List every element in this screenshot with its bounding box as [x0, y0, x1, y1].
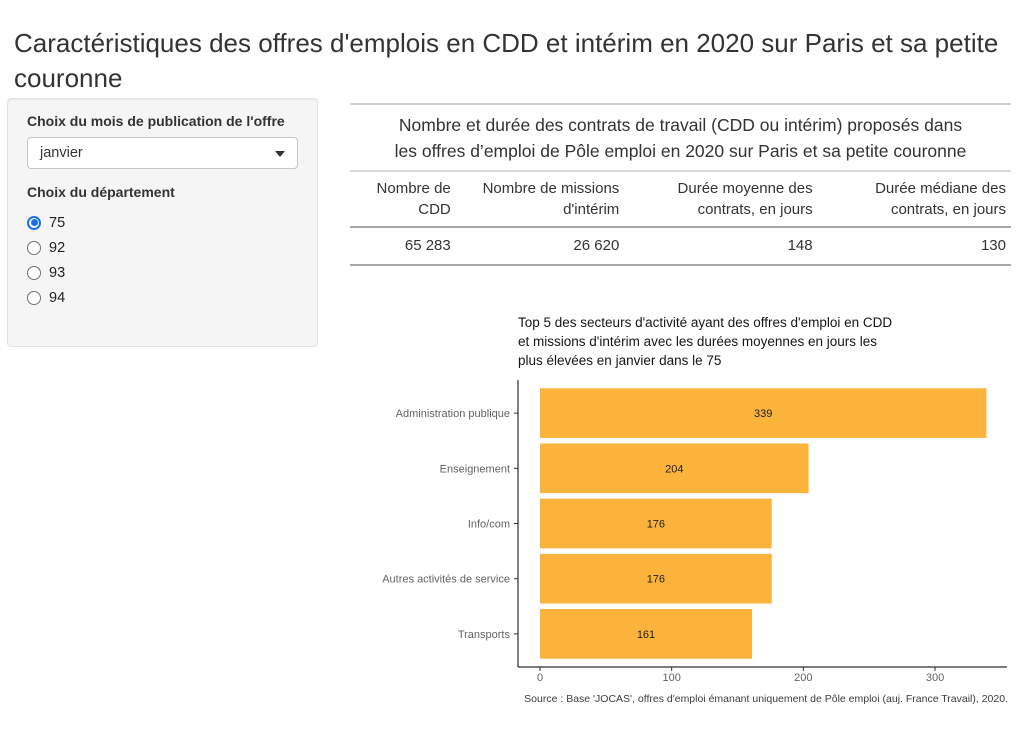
page-title: Caractéristiques des offres d'emplois en…	[14, 27, 999, 93]
radio-button-icon[interactable]	[27, 265, 41, 280]
table-cell: 130	[817, 227, 1011, 266]
chart-source-caption: Source : Base 'JOCAS', offres d'emploi é…	[524, 693, 1008, 705]
bar	[540, 443, 809, 494]
column-header: Durée médiane des contrats, en jours	[817, 172, 1011, 228]
chart-region: Top 5 des secteurs d'activité ayant des …	[345, 298, 1017, 705]
x-tick-label: 100	[662, 672, 680, 684]
table-row: 65 283 26 620 148 130	[350, 227, 1011, 266]
month-select[interactable]: janvier	[27, 137, 298, 169]
category-label: Info/com	[468, 519, 510, 531]
table-cell: 26 620	[455, 227, 625, 266]
column-header: Durée moyenne des contrats, en jours	[624, 172, 818, 228]
table-header-row: Nombre de CDD Nombre de missions d'intér…	[350, 172, 1011, 228]
bar-value-label: 176	[647, 574, 665, 586]
radio-option-92[interactable]: 92	[27, 235, 298, 260]
radio-option-93[interactable]: 93	[27, 260, 298, 285]
category-label: Administration publique	[396, 408, 510, 420]
column-header: Nombre de missions d'intérim	[455, 172, 625, 228]
x-tick-label: 200	[794, 672, 812, 684]
radio-button-icon[interactable]	[27, 215, 41, 230]
table-cell: 148	[624, 227, 818, 266]
bar	[540, 553, 772, 604]
radio-label: 92	[49, 239, 66, 256]
month-select-value: janvier	[40, 145, 83, 161]
category-label: Enseignement	[440, 463, 510, 475]
radio-button-icon[interactable]	[27, 290, 41, 305]
bar	[540, 609, 752, 659]
column-header: Nombre de CDD	[350, 172, 456, 228]
radio-label: 94	[49, 289, 66, 306]
radio-option-94[interactable]: 94	[27, 285, 298, 310]
radio-label: 93	[49, 264, 66, 281]
bar	[540, 498, 772, 549]
bar-chart-svg: 0 100 200 300 339 Administration publique 204 E…	[382, 380, 1007, 684]
month-select-label: Choix du mois de publication de l'offre	[27, 113, 285, 129]
table-caption: Nombre et durée des contrats de travail …	[350, 105, 1011, 172]
table-cell: 65 283	[350, 227, 456, 266]
category-label: Autres activités de service	[382, 574, 510, 586]
category-label: Transports	[458, 629, 511, 641]
radio-button-icon[interactable]	[27, 240, 41, 255]
bar-value-label: 176	[647, 519, 665, 531]
radio-label: 75	[49, 214, 66, 231]
radio-option-75[interactable]: 75	[27, 210, 298, 235]
sidebar-panel: Choix du mois de publication de l'offre …	[7, 98, 318, 347]
bar-value-label: 204	[665, 463, 683, 475]
department-label: Choix du département	[27, 184, 175, 200]
x-tick-label: 300	[926, 672, 944, 684]
bar-value-label: 339	[754, 408, 772, 420]
bar	[540, 388, 987, 438]
x-tick-label: 0	[537, 672, 543, 684]
chevron-down-icon[interactable]	[275, 151, 285, 157]
bar-value-label: 161	[637, 629, 655, 641]
department-radio-group: 75 92 93 94	[27, 210, 298, 310]
chart-title: Top 5 des secteurs d'activité ayant des …	[518, 315, 893, 368]
summary-table: Nombre et durée des contrats de travail …	[350, 103, 1011, 266]
